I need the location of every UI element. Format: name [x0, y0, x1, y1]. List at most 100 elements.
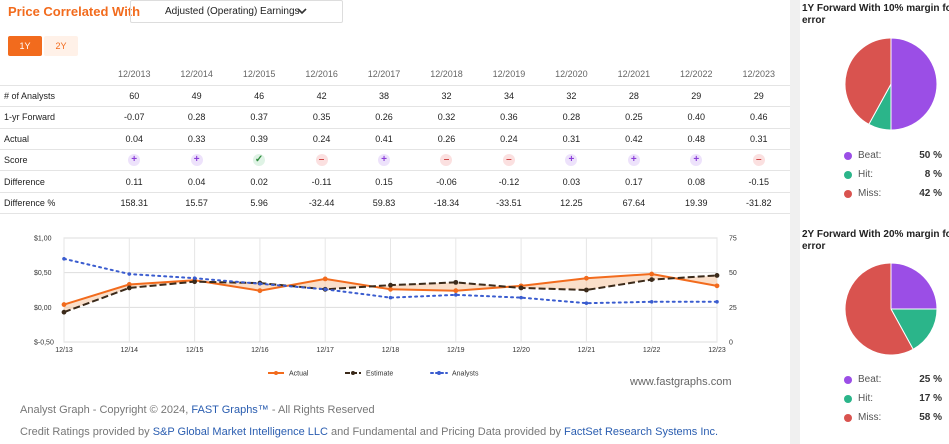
plus-icon: +	[565, 154, 578, 167]
table-row: Difference % 158.31 15.57 5.96 -32.44 59.83 -1…	[0, 192, 790, 215]
table-cell: 0.46	[727, 106, 790, 129]
left-axis-tick-label: $0,00	[34, 305, 52, 312]
legend-hit-value: 8 %	[924, 169, 942, 180]
table-cell: 0.08	[665, 170, 728, 193]
point-analysts	[388, 295, 393, 300]
panel-2y-title-line2: error	[802, 241, 826, 252]
hit-dot-icon	[844, 170, 852, 179]
legend-marker-actual	[274, 371, 278, 375]
year-header: 12/2020	[540, 64, 603, 86]
plus-icon: +	[627, 154, 640, 167]
point-analysts	[258, 281, 262, 286]
legend-hit-label: Hit:	[858, 169, 873, 180]
table-cell: 0.31	[540, 128, 603, 151]
point-analysts	[323, 287, 328, 292]
legend-miss-value: 58 %	[919, 412, 942, 423]
table-corner	[0, 64, 103, 86]
year-header: 12/2014	[165, 64, 228, 86]
table-row: 1-yr Forward -0.07 0.28 0.37 0.35 0.26 0.32 0.3…	[0, 106, 790, 129]
legend-beat-label: Beat:	[858, 150, 882, 161]
sp-global-link[interactable]: S&P Global Market Intelligence LLC	[152, 426, 328, 438]
row-label: Difference %	[0, 192, 103, 215]
score-cell: +	[103, 149, 166, 172]
x-axis-tick-label: 12/22	[643, 347, 661, 354]
legend-beat-label: Beat:	[858, 374, 882, 385]
footer-copyright: Analyst Graph - Copyright © 2024, FAST G…	[20, 404, 375, 416]
point-estimate	[388, 282, 393, 288]
plus-icon: +	[128, 154, 141, 167]
panel-2y-title-line1: 2Y Forward With 20% margin fo	[802, 229, 949, 240]
panel-1y-title: 1Y Forward With 10% margin fo error	[802, 3, 949, 27]
table-cell: 59.83	[352, 192, 416, 215]
score-cell: +	[665, 149, 728, 172]
point-actual	[584, 275, 589, 281]
table-cell: 0.42	[602, 128, 666, 151]
x-axis-tick-label: 12/13	[55, 347, 73, 354]
point-estimate	[714, 273, 720, 278]
point-analysts	[715, 299, 719, 304]
x-axis-tick-label: 12/17	[316, 347, 334, 354]
factset-link[interactable]: FactSet Research Systems Inc.	[564, 426, 719, 438]
year-header: 12/2016	[290, 64, 353, 86]
accuracy-panels: 1Y Forward With 10% margin fo error Beat…	[800, 0, 949, 444]
tab-2y[interactable]: 2Y	[44, 36, 78, 56]
table-cell: 67.64	[602, 192, 666, 215]
footer-credits-b: and Fundamental and Pricing Data provide…	[331, 426, 561, 438]
legend-hit-label: Hit:	[858, 393, 873, 404]
row-label: # of Analysts	[0, 85, 103, 108]
page-title: Price Correlated With	[8, 4, 141, 19]
table-row: # of Analysts 60 49 46 42 38 32 34 32 28 29 29	[0, 85, 790, 108]
legend-label-actual: Actual	[289, 371, 309, 378]
legend-miss-2y: Miss: 58 %	[844, 412, 944, 423]
row-label: 1-yr Forward	[0, 106, 103, 129]
x-axis-tick-label: 12/18	[382, 347, 400, 354]
score-cell: +	[602, 149, 666, 172]
legend-hit-1y: Hit: 8 %	[844, 169, 944, 180]
point-actual	[257, 288, 263, 294]
point-analysts	[584, 301, 589, 305]
left-axis-tick-label: $0,50	[34, 270, 52, 277]
x-axis-tick-label: 12/21	[578, 347, 596, 354]
point-analysts	[62, 257, 66, 261]
footer-credits-a: Credit Ratings provided by	[20, 426, 150, 438]
fastgraphs-link[interactable]: FAST Graphs™	[191, 404, 269, 416]
panel-divider	[790, 0, 800, 444]
right-axis-tick-label: 25	[729, 305, 737, 312]
tab-1y[interactable]: 1Y	[8, 36, 42, 56]
table-cell: 0.04	[103, 128, 166, 151]
metric-select-value: Adjusted (Operating) Earnings	[165, 6, 300, 17]
table-cell: -32.44	[290, 192, 353, 215]
metric-select[interactable]: Adjusted (Operating) Earnings	[130, 0, 343, 23]
legend-beat-value: 50 %	[919, 150, 942, 161]
score-cell: +	[352, 149, 416, 172]
table-cell: 0.31	[727, 128, 790, 151]
table-cell: 0.28	[540, 106, 603, 129]
x-axis-tick-label: 12/14	[121, 347, 139, 354]
pie-slice-hit	[890, 308, 938, 350]
table-row: Score + + ✓ – + – – + + + –	[0, 149, 790, 172]
point-analysts	[519, 295, 523, 300]
minus-icon: –	[502, 154, 515, 167]
legend-marker-estimate	[351, 371, 355, 375]
beat-dot-icon	[844, 375, 852, 384]
plus-icon: +	[690, 154, 703, 167]
table-cell: 0.26	[415, 128, 478, 151]
score-cell: +	[165, 149, 228, 172]
year-header: 12/2021	[602, 64, 666, 86]
row-label: Actual	[0, 128, 103, 151]
miss-dot-icon	[844, 413, 852, 422]
table-cell: 0.39	[227, 128, 291, 151]
table-cell: 0.24	[477, 128, 541, 151]
pie-slice-miss	[844, 37, 892, 125]
score-cell: –	[477, 149, 541, 172]
table-cell: 0.24	[290, 128, 353, 151]
pie-chart-2y	[844, 262, 938, 356]
table-cell: 0.03	[540, 170, 603, 193]
x-axis-tick-label: 12/23	[708, 347, 726, 354]
watermark: www.fastgraphs.com	[630, 376, 732, 388]
footer-copyright-suffix: - All Rights Reserved	[271, 404, 375, 416]
table-cell: -18.34	[415, 192, 478, 215]
difference-band	[521, 278, 587, 290]
plus-icon: +	[190, 154, 203, 167]
table-cell: 0.26	[352, 106, 416, 129]
